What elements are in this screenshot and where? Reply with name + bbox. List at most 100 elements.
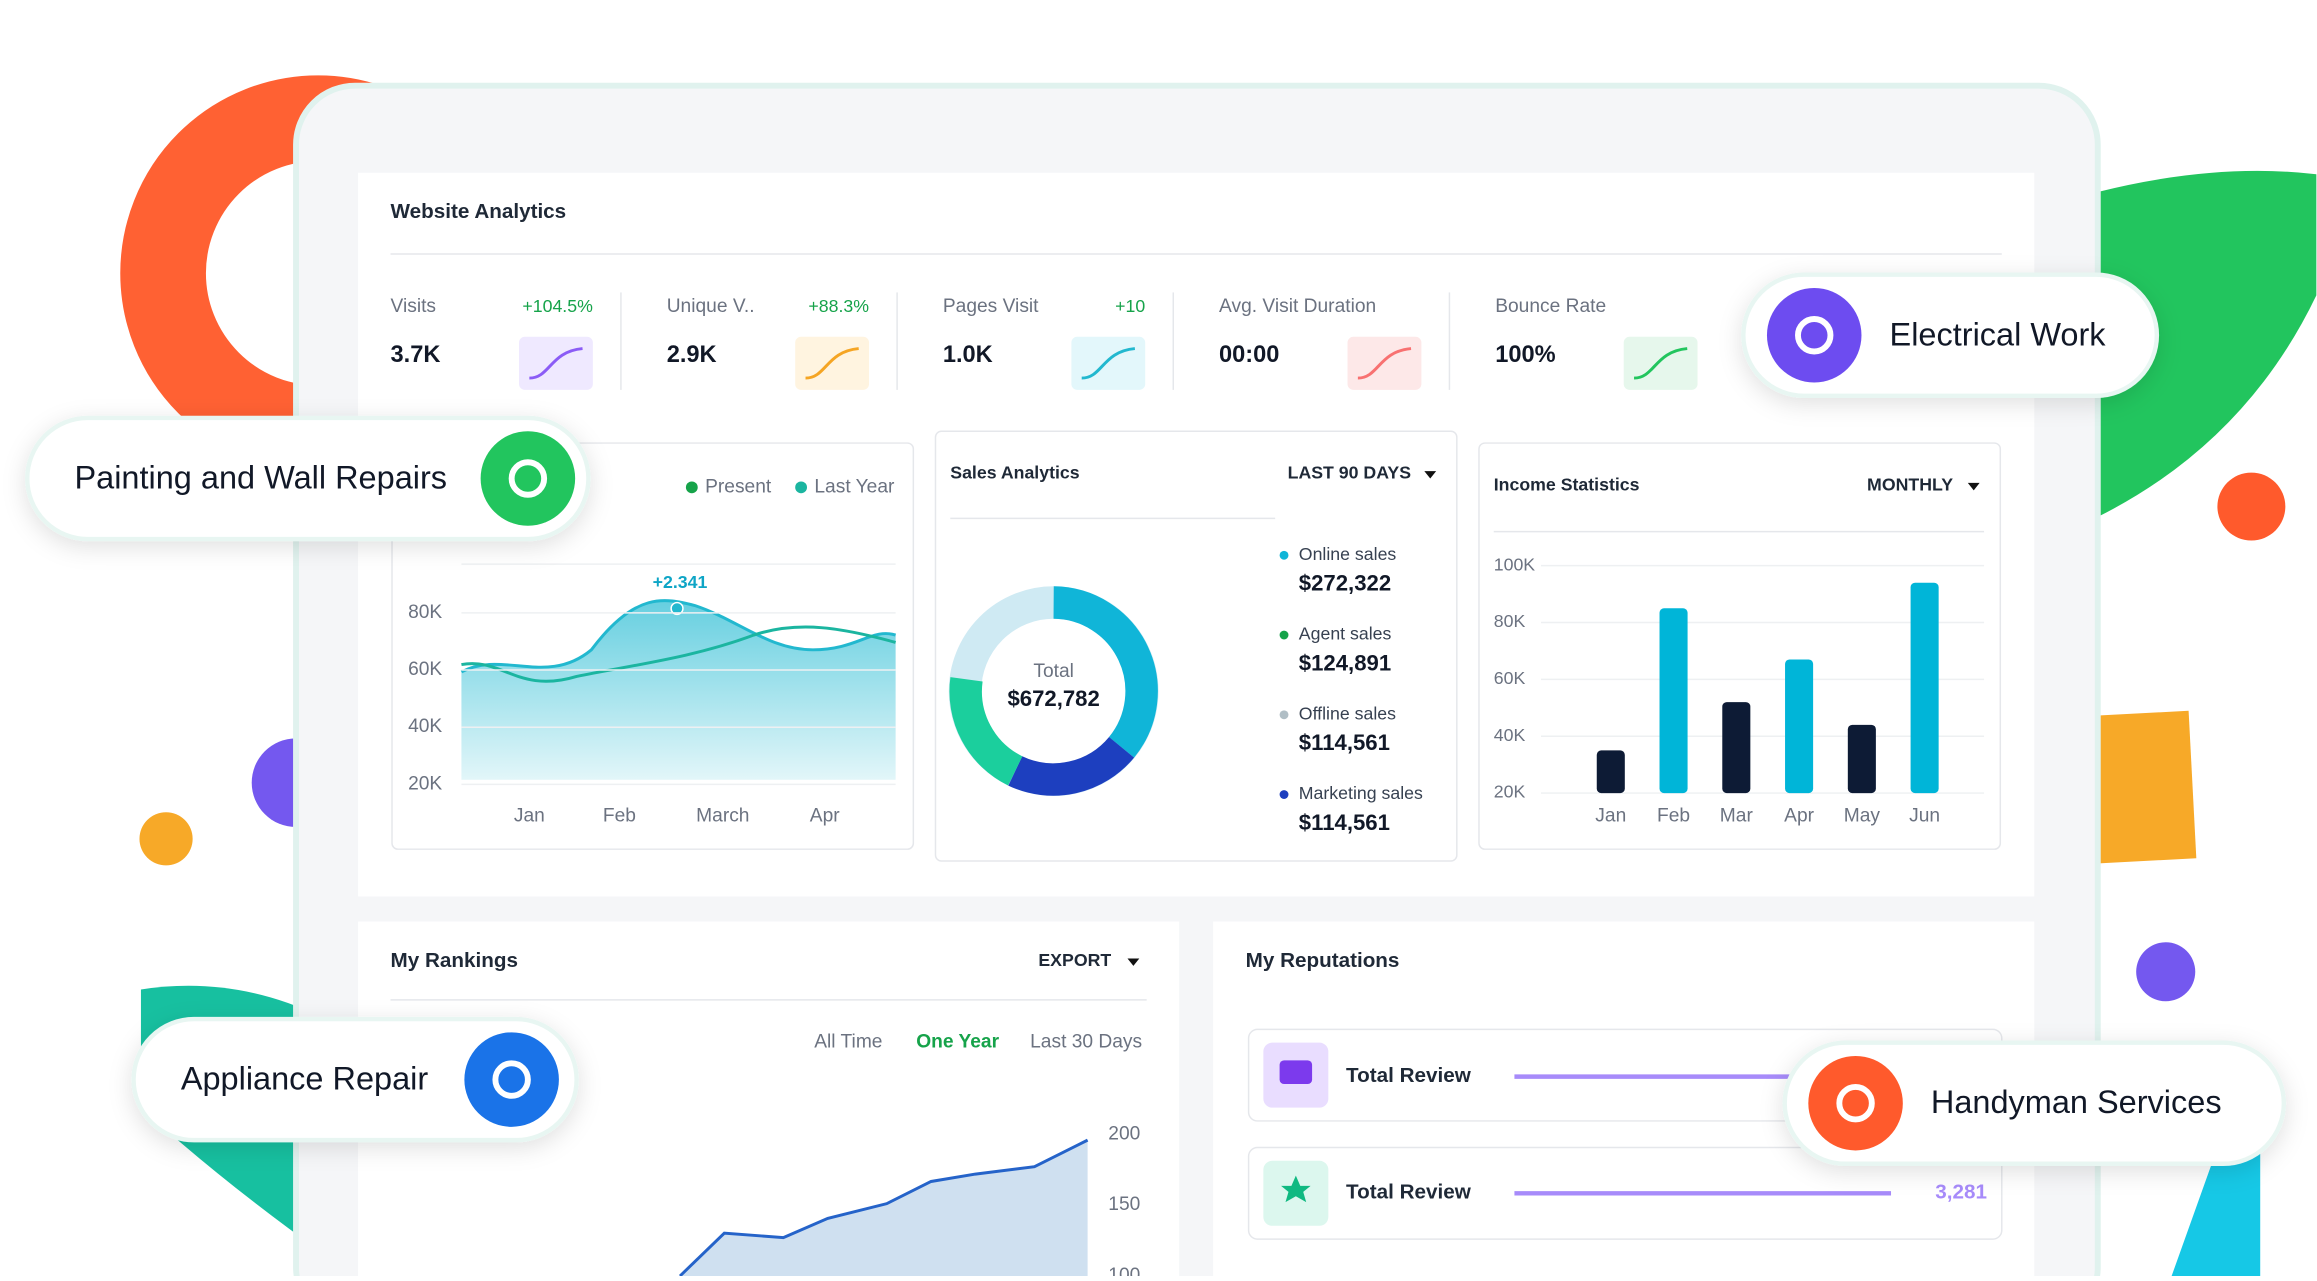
legend-label: Present [705, 476, 772, 497]
export-button[interactable]: EXPORT [1038, 950, 1111, 970]
badge-icon [480, 431, 576, 526]
donut-segment [1053, 586, 1158, 758]
x-tick-label: Apr [810, 806, 840, 827]
legend-dot [795, 481, 808, 494]
badge-label: Appliance Repair [181, 1061, 429, 1097]
sparkline-box [1623, 336, 1698, 390]
y-tick-label: 60K [1494, 668, 1526, 688]
donut [948, 586, 1159, 797]
row-label: Total Review [1346, 1064, 1472, 1087]
sparkline-box [795, 336, 870, 390]
donut-label: Total [1033, 661, 1074, 682]
sparkline [529, 347, 583, 380]
tab[interactable]: All Time [814, 1032, 882, 1053]
x-tick-label: Mar [1720, 806, 1754, 827]
dropdown[interactable]: MONTHLY [1867, 475, 1953, 495]
y-tick-label: 100K [1494, 554, 1536, 574]
line-present [460, 599, 897, 674]
metric-label: Avg. Visit Duration [1219, 296, 1376, 317]
legend-label: Agent sales [1299, 624, 1392, 644]
sparkline [1633, 347, 1688, 380]
annotation: +2.341 [653, 572, 708, 592]
caret [1424, 471, 1437, 479]
badge-icon [1766, 287, 1862, 383]
x-tick-label: Jan [1595, 806, 1626, 827]
legend-label: Online sales [1299, 544, 1397, 564]
card-title: Income Statistics [1494, 475, 1640, 495]
y-tick-label: 40K [1494, 725, 1526, 745]
icon-shape [1279, 1060, 1313, 1085]
y-tick-label: 150 [1108, 1194, 1140, 1215]
dropdown[interactable]: LAST 90 DAYS [1288, 463, 1412, 483]
card-title: Website Analytics [391, 200, 567, 223]
donut-segment [1008, 736, 1135, 796]
card-title: Sales Analytics [950, 463, 1079, 483]
legend-label: Last Year [814, 476, 895, 497]
badge-label: Electrical Work [1890, 316, 2107, 352]
legend-dot [1279, 710, 1289, 720]
caret [1127, 958, 1140, 966]
line [678, 1138, 1089, 1278]
legend-value: $272,322 [1299, 571, 1391, 596]
sparkline [1357, 347, 1412, 380]
badge-pill [131, 1016, 579, 1143]
metric-label: Unique V.. [667, 296, 755, 317]
donut-segment [949, 677, 1023, 786]
y-tick-label: 60K [408, 659, 442, 680]
badge-pill [25, 415, 591, 542]
badge-pill [1782, 1040, 2287, 1166]
income-card: Income Statistics MONTHLY 20K 40K 60K 80K 10… [1478, 442, 2002, 850]
tab[interactable]: Last 30 Days [1030, 1032, 1142, 1053]
legend-label: Marketing sales [1299, 783, 1423, 803]
area [461, 600, 896, 780]
sparkline-box [519, 336, 593, 390]
caret [1967, 482, 1980, 491]
sparkline [805, 347, 859, 380]
legend-dot [1279, 790, 1289, 799]
badge-icon [1808, 1055, 1903, 1151]
icon-shape [1281, 1175, 1311, 1203]
y-tick-label: 20K [1494, 782, 1526, 802]
bar [1596, 750, 1625, 794]
metric-label: Pages Visit [943, 296, 1039, 317]
x-tick-label: March [696, 806, 749, 827]
badge-label: Handyman Services [1931, 1084, 2222, 1120]
card-title: My Rankings [391, 949, 518, 972]
legend-value: $124,891 [1299, 650, 1391, 675]
card-title: My Reputations [1246, 949, 1400, 972]
x-tick-label: Apr [1784, 806, 1814, 827]
card [934, 430, 1458, 862]
legend-label: Offline sales [1299, 703, 1396, 723]
tab-active[interactable]: One Year [916, 1032, 999, 1053]
metric-label: Bounce Rate [1495, 296, 1606, 317]
badge-icon [464, 1032, 559, 1127]
badge-icon-glyph [492, 1060, 531, 1099]
x-tick-label: Feb [1657, 806, 1690, 827]
row-label: Total Review [1346, 1181, 1472, 1204]
metric-change: +88.3% [808, 296, 869, 316]
badge-icon-glyph [1795, 316, 1834, 355]
bar [1659, 608, 1688, 794]
x-tick-label: Feb [603, 806, 636, 827]
metric-change: +10 [1115, 296, 1145, 316]
metric-value: 1.0K [943, 342, 993, 368]
badge-icon-glyph [508, 459, 548, 498]
y-tick-label: 200 [1108, 1123, 1140, 1144]
badge-icon-glyph [1836, 1084, 1875, 1123]
row-value: 3,281 [1935, 1181, 1987, 1204]
metric-value: 100% [1495, 342, 1555, 368]
legend-dot [1279, 630, 1289, 640]
point [670, 601, 684, 616]
metric-value: 00:00 [1219, 342, 1279, 368]
badge-label: Painting and Wall Repairs [74, 460, 447, 496]
donut-total: $672,782 [1007, 686, 1099, 711]
y-tick-label: 100 [1108, 1265, 1140, 1276]
legend-value: $114,561 [1299, 810, 1390, 835]
line-last-year [461, 625, 897, 683]
sparkline-box [1071, 336, 1146, 390]
legend-dot [685, 481, 698, 494]
x-tick-label: May [1844, 806, 1881, 827]
sparkline [1081, 347, 1136, 380]
